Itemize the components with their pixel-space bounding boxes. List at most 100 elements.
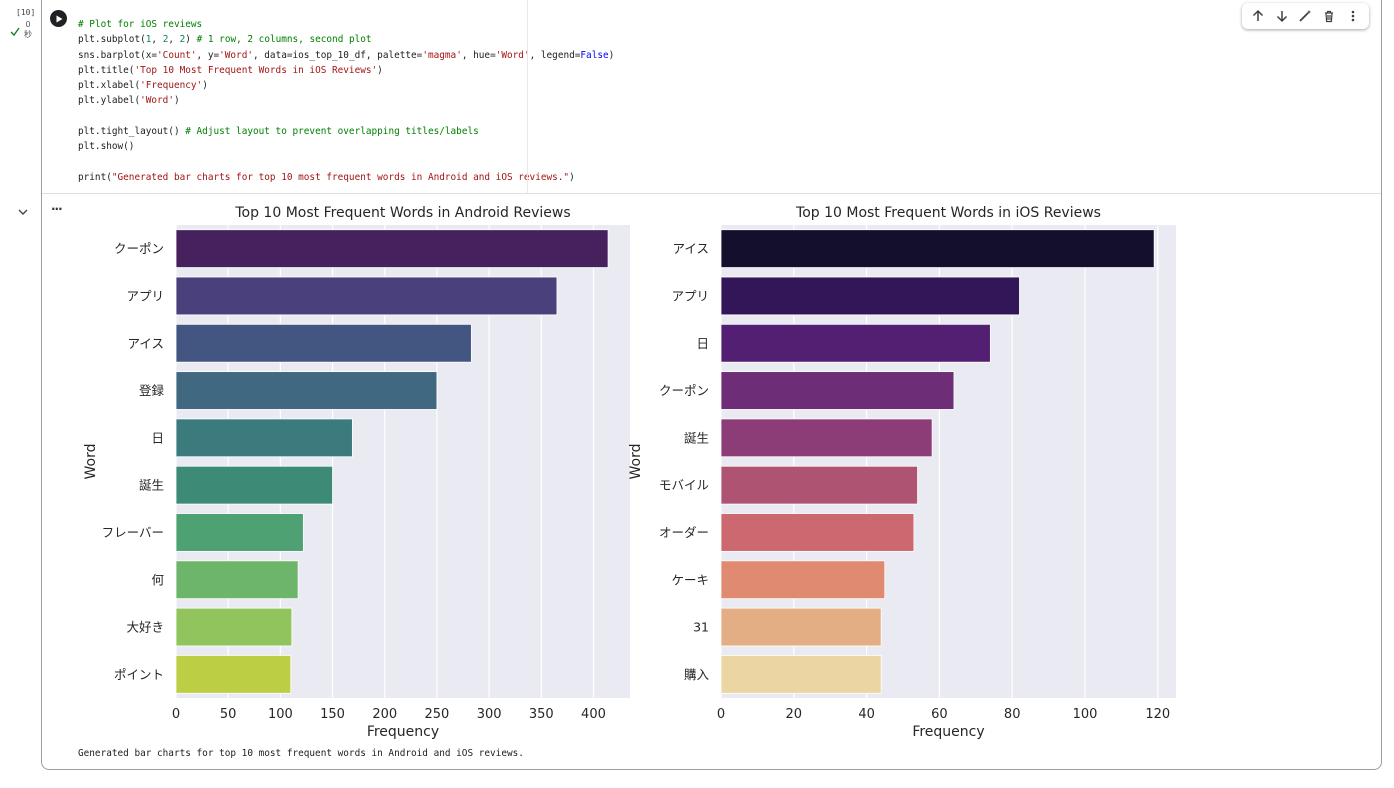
- code-token: plt.show(): [78, 141, 135, 153]
- y-tick-label: アプリ: [126, 288, 164, 303]
- x-axis-label: Frequency: [912, 724, 984, 740]
- y-tick-label: ケーキ: [671, 572, 709, 587]
- code-token: False: [580, 49, 609, 61]
- code-token: , legend=: [529, 49, 581, 61]
- x-tick-label: 0: [717, 707, 725, 722]
- code-token: 'Top 10 Most Frequent Words in iOS Revie…: [134, 64, 378, 76]
- y-tick-label: クーポン: [659, 383, 709, 398]
- y-tick-label: 何: [151, 572, 164, 587]
- delete-cell-button[interactable]: [1319, 6, 1339, 26]
- execution-time-value: 0 秒: [24, 20, 32, 39]
- move-down-button[interactable]: [1272, 6, 1292, 26]
- edit-with-ai-button[interactable]: [1295, 6, 1315, 26]
- code-token: 2: [179, 34, 186, 46]
- x-tick-label: 100: [268, 707, 293, 722]
- code-token: 2: [162, 34, 169, 46]
- code-token: plt.xlabel(: [78, 80, 141, 92]
- chevron-down-icon[interactable]: [18, 201, 28, 220]
- x-tick-label: 150: [320, 707, 345, 722]
- cell-toolbar: [1242, 3, 1369, 29]
- code-line: plt.subplot(1, 2, 2) # 1 row, 2 columns,…: [78, 32, 528, 47]
- execution-time: 0 秒: [24, 20, 32, 40]
- cell-gutter: [10] 0 秒: [0, 0, 41, 788]
- code-line: sns.barplot(x='Count', y='Word', data=io…: [78, 48, 614, 63]
- code-line: plt.tight_layout() # Adjust layout to pr…: [78, 124, 528, 139]
- code-cell[interactable]: [41, 0, 1382, 770]
- bar-日: [720, 323, 991, 363]
- x-tick-label: 350: [529, 707, 554, 722]
- code-token: ): [569, 171, 575, 183]
- print-output: Generated bar charts for top 10 most fre…: [78, 748, 524, 759]
- y-tick-label: ポイント: [114, 667, 164, 682]
- bar-アプリ: [175, 276, 558, 316]
- bar-オーダー: [720, 513, 915, 552]
- y-tick-label: 日: [151, 430, 164, 445]
- y-tick-label: 31: [693, 620, 709, 635]
- y-tick-label: 登録: [139, 383, 165, 398]
- y-tick-label: 誕生: [139, 478, 164, 493]
- output-menu-button[interactable]: ...: [51, 199, 63, 213]
- check-icon: [10, 22, 20, 41]
- more-options-button[interactable]: [1343, 6, 1363, 26]
- code-token: # 1 row, 2 columns, second plot: [196, 34, 372, 46]
- bar-クーポン: [720, 371, 955, 410]
- x-tick-label: 250: [425, 707, 450, 722]
- x-tick-label: 300: [477, 707, 502, 722]
- code-token: 'Count': [157, 49, 197, 61]
- bar-購入: [720, 655, 882, 694]
- code-token: # Plot for iOS reviews: [78, 19, 203, 30]
- y-axis-label: Word: [83, 444, 99, 480]
- bar-モバイル: [720, 465, 918, 505]
- bar-何: [175, 560, 299, 600]
- code-line: plt.title('Top 10 Most Frequent Words in…: [78, 63, 528, 78]
- move-up-button[interactable]: [1248, 6, 1268, 26]
- y-tick-label: モバイル: [659, 478, 709, 493]
- code-token: ): [202, 80, 208, 92]
- code-token: print(: [78, 171, 112, 183]
- code-token: # Adjust layout to prevent overlapping t…: [185, 126, 479, 138]
- y-tick-label: アプリ: [671, 288, 709, 303]
- y-axis-label: Word: [628, 444, 644, 480]
- y-tick-label: オーダー: [659, 525, 709, 540]
- code-token: 1: [145, 34, 152, 46]
- code-token: plt.subplot(: [78, 34, 146, 46]
- code-editor[interactable]: # Plot for iOS reviews plt.subplot(1, 2, …: [78, 17, 614, 185]
- code-token: ): [185, 34, 197, 46]
- x-tick-label: 120: [1145, 707, 1170, 722]
- bar-アイス: [175, 323, 472, 363]
- y-tick-label: クーポン: [114, 241, 164, 256]
- code-token: "Generated bar charts for top 10 most fr…: [111, 171, 570, 183]
- code-token: , y=: [196, 49, 220, 61]
- play-icon: [56, 15, 62, 22]
- arrow-down-icon: [1276, 11, 1287, 23]
- bar-ケーキ: [720, 560, 886, 600]
- bar-誕生: [720, 418, 933, 458]
- bar-大好き: [175, 607, 293, 647]
- code-token: 'Word': [219, 49, 253, 61]
- code-token: 'Word': [495, 49, 530, 61]
- code-token: plt.tight_layout(): [78, 126, 186, 138]
- chart-title: Top 10 Most Frequent Words in iOS Review…: [795, 205, 1101, 221]
- x-tick-label: 20: [786, 707, 803, 722]
- code-line: # Plot for iOS reviews: [78, 17, 528, 32]
- code-token: sns.barplot(x=: [78, 49, 158, 61]
- code-ruler: [527, 0, 528, 193]
- y-tick-label: フレーバー: [102, 525, 164, 540]
- run-cell-button[interactable]: [50, 10, 67, 27]
- code-token: ,: [151, 34, 163, 46]
- x-tick-label: 60: [931, 707, 948, 722]
- code-token: , data=ios_top_10_df, palette=: [253, 49, 423, 61]
- code-token: plt.title(: [78, 64, 135, 76]
- code-line: print("Generated bar charts for top 10 m…: [78, 170, 575, 185]
- code-line: [78, 155, 528, 170]
- y-tick-label: アイス: [672, 241, 709, 256]
- code-token: ): [173, 95, 180, 107]
- code-token: ): [377, 64, 383, 76]
- code-token: 'Word': [140, 95, 174, 107]
- more-vert-icon: [1351, 10, 1355, 22]
- chart-0: 0 50 100 150 200 250 300 350 400 クーポンアプリアイス登録日誕生フ…: [83, 205, 630, 740]
- y-tick-label: 日: [696, 336, 709, 351]
- x-axis-label: Frequency: [367, 724, 439, 740]
- bar-31: [720, 607, 882, 647]
